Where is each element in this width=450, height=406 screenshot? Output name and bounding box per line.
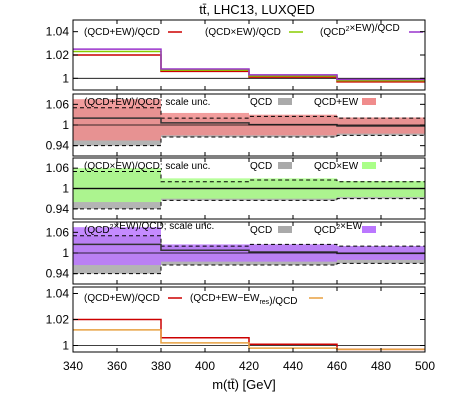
legend-label: (QCD+EW−EWres)/QCD [190, 293, 298, 307]
y-tick-label: 1 [62, 339, 69, 353]
qcd-lower-dashed [73, 198, 425, 210]
y-tick-label: 1.02 [46, 313, 70, 327]
panel-label: (QCD×EW)/QCD; scale unc. [84, 161, 210, 172]
legend-swatch-ew [362, 226, 376, 233]
y-tick-label: 0.94 [46, 202, 70, 216]
x-tick-label: 360 [107, 359, 127, 373]
legend-label-qcd: QCD [250, 225, 272, 236]
legend-swatch-ew [362, 162, 376, 169]
y-tick-label: 1 [62, 118, 69, 132]
x-tick-label: 440 [283, 359, 303, 373]
legend-swatch-qcd [278, 162, 292, 169]
y-tick-label: 1.06 [46, 225, 70, 239]
legend-label: (QCD+EW)/QCD [84, 293, 160, 304]
y-tick-label: 1 [62, 71, 69, 85]
legend-swatch-qcd [278, 226, 292, 233]
y-tick-label: 0.94 [46, 267, 70, 281]
y-tick-label: 0.94 [46, 139, 70, 153]
ew-band-bin [73, 227, 161, 266]
x-tick-label: 380 [151, 359, 171, 373]
legend-label-ew: QCD2×EW [314, 221, 363, 236]
y-tick-label: 1 [62, 246, 69, 260]
x-axis-label: m(tt̄) [GeV] [212, 377, 276, 392]
panel-label: (QCD2×EW)/QCD; scale unc. [84, 221, 214, 236]
x-tick-label: 400 [195, 359, 215, 373]
y-tick-label: 1.04 [46, 287, 70, 301]
legend-label-qcd: QCD [250, 161, 272, 172]
panel-label: (QCD+EW)/QCD; scale unc. [84, 97, 210, 108]
legend-label: (QCD×EW)/QCD [205, 27, 281, 38]
legend-label: (QCD+EW)/QCD [84, 27, 160, 38]
legend-swatch-qcd [278, 98, 292, 105]
y-tick-label: 1.02 [46, 48, 70, 62]
x-tick-label: 500 [415, 359, 435, 373]
legend-label: (QCD2×EW)/QCD [320, 23, 400, 38]
x-tick-label: 480 [371, 359, 391, 373]
x-tick-label: 420 [239, 359, 259, 373]
ew-band-bin [73, 99, 161, 141]
chart-panels: (QCD+EW)/QCD (QCD×EW)/QCD (QCD2×EW)/QCD 1.0… [46, 19, 435, 373]
y-tick-label: 1.06 [46, 97, 70, 111]
qcd-lower-dashed [73, 262, 425, 275]
y-tick-label: 1.06 [46, 161, 70, 175]
y-tick-label: 1.04 [46, 25, 70, 39]
series-line [73, 48, 425, 81]
legend-swatch-ew [362, 98, 376, 105]
qcd-lower-dashed [73, 134, 425, 147]
y-tick-label: 1 [62, 182, 69, 196]
chart-title: tt̄, LHC13, LUXQED [199, 2, 315, 17]
ew-band-bin [161, 112, 249, 136]
central-line [73, 117, 425, 127]
series-line [73, 50, 425, 82]
legend-label-qcd: QCD [250, 97, 272, 108]
legend-label-ew: QCD×EW [314, 161, 359, 172]
legend-label-ew: QCD+EW [314, 97, 359, 108]
ew-band-bin [73, 168, 161, 203]
x-tick-label: 340 [63, 359, 83, 373]
x-tick-label: 460 [327, 359, 347, 373]
